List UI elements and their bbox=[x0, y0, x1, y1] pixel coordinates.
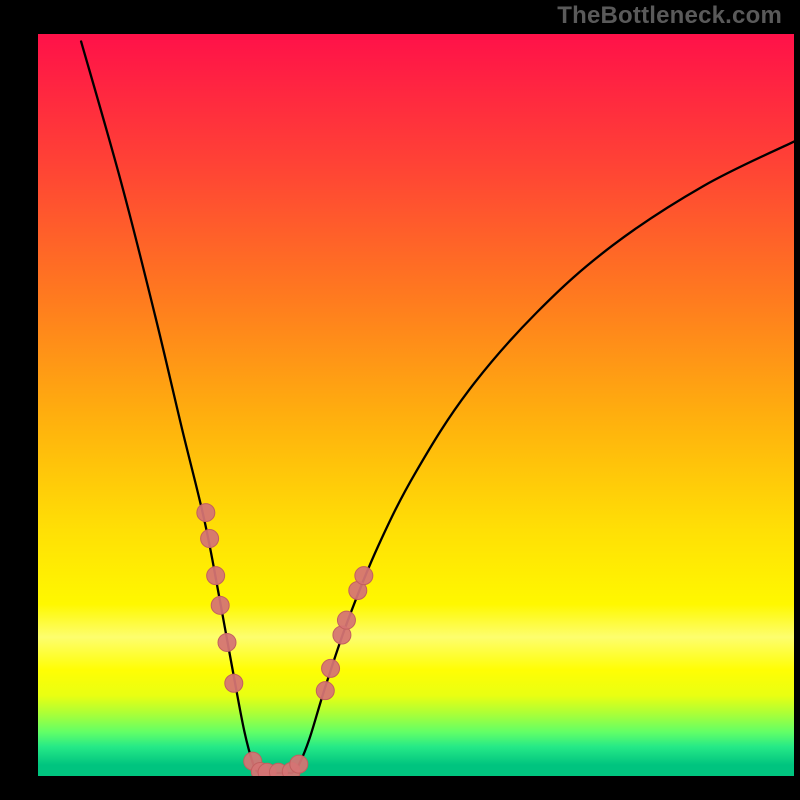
data-marker bbox=[225, 674, 243, 692]
data-marker bbox=[218, 633, 236, 651]
data-marker bbox=[197, 504, 215, 522]
data-marker bbox=[355, 567, 373, 585]
data-marker bbox=[290, 755, 308, 773]
data-marker bbox=[201, 530, 219, 548]
data-marker bbox=[337, 611, 355, 629]
data-marker bbox=[316, 682, 334, 700]
curve-overlay bbox=[38, 34, 794, 776]
data-marker bbox=[207, 567, 225, 585]
data-marker bbox=[211, 596, 229, 614]
right-curve bbox=[292, 142, 794, 773]
watermark-text: TheBottleneck.com bbox=[557, 2, 782, 30]
data-marker bbox=[322, 659, 340, 677]
chart-container bbox=[38, 34, 794, 776]
left-curve bbox=[81, 41, 259, 773]
